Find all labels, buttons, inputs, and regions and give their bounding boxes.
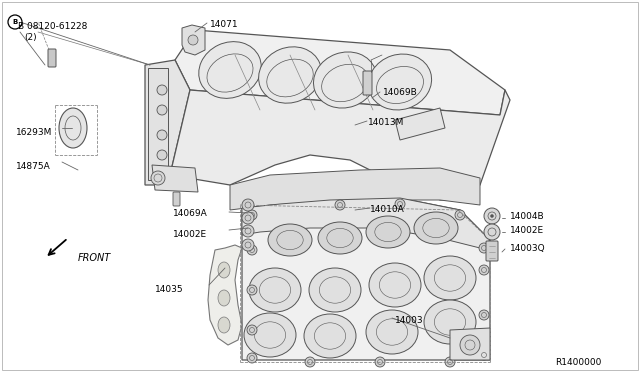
Circle shape	[242, 212, 254, 224]
Circle shape	[395, 199, 405, 209]
Ellipse shape	[249, 268, 301, 312]
Text: 14071: 14071	[210, 20, 239, 29]
Circle shape	[188, 35, 198, 45]
Text: B 08120-61228: B 08120-61228	[18, 22, 88, 31]
Circle shape	[247, 245, 257, 255]
Ellipse shape	[59, 108, 87, 148]
Text: 14875A: 14875A	[16, 162, 51, 171]
Ellipse shape	[259, 47, 321, 103]
Ellipse shape	[369, 263, 421, 307]
Text: 14035: 14035	[155, 285, 184, 294]
Text: 14003: 14003	[395, 316, 424, 325]
Circle shape	[242, 225, 254, 237]
Text: 14069A: 14069A	[173, 209, 208, 218]
Circle shape	[242, 239, 254, 251]
Text: R1400000: R1400000	[555, 358, 602, 367]
Polygon shape	[395, 108, 445, 140]
Ellipse shape	[218, 262, 230, 278]
Text: 14004B: 14004B	[510, 212, 545, 221]
Ellipse shape	[366, 310, 418, 354]
Ellipse shape	[218, 290, 230, 306]
Text: 14069B: 14069B	[383, 88, 418, 97]
Circle shape	[157, 105, 167, 115]
Text: 14013M: 14013M	[368, 118, 404, 127]
Polygon shape	[170, 90, 510, 200]
Circle shape	[455, 210, 465, 220]
Circle shape	[479, 350, 489, 360]
Circle shape	[247, 285, 257, 295]
Circle shape	[305, 357, 315, 367]
Circle shape	[445, 357, 455, 367]
Circle shape	[157, 150, 167, 160]
Ellipse shape	[218, 317, 230, 333]
Polygon shape	[182, 25, 205, 55]
Ellipse shape	[244, 313, 296, 357]
Ellipse shape	[318, 222, 362, 254]
Circle shape	[484, 208, 500, 224]
Polygon shape	[208, 245, 242, 345]
Text: 14002E: 14002E	[510, 226, 544, 235]
Ellipse shape	[314, 52, 376, 108]
Ellipse shape	[309, 268, 361, 312]
Circle shape	[247, 210, 257, 220]
Ellipse shape	[369, 54, 431, 110]
Circle shape	[484, 224, 500, 240]
Polygon shape	[242, 198, 490, 248]
Circle shape	[490, 215, 493, 218]
Ellipse shape	[366, 216, 410, 248]
Polygon shape	[450, 328, 490, 360]
Text: (2): (2)	[24, 33, 36, 42]
Circle shape	[479, 243, 489, 253]
Circle shape	[242, 199, 254, 211]
Circle shape	[479, 265, 489, 275]
Ellipse shape	[414, 212, 458, 244]
Polygon shape	[152, 165, 198, 192]
Text: 14002E: 14002E	[173, 230, 207, 239]
FancyBboxPatch shape	[48, 49, 56, 67]
Circle shape	[247, 325, 257, 335]
Text: 14003Q: 14003Q	[510, 244, 546, 253]
Polygon shape	[242, 198, 490, 360]
Text: 14010A: 14010A	[370, 205, 404, 214]
Polygon shape	[175, 30, 505, 115]
Circle shape	[375, 357, 385, 367]
Circle shape	[157, 130, 167, 140]
Circle shape	[247, 353, 257, 363]
Text: 16293M: 16293M	[16, 128, 52, 137]
Text: B: B	[12, 19, 18, 25]
Ellipse shape	[304, 314, 356, 358]
Circle shape	[151, 171, 165, 185]
FancyBboxPatch shape	[363, 71, 372, 95]
Ellipse shape	[268, 224, 312, 256]
Polygon shape	[145, 60, 190, 185]
Polygon shape	[230, 168, 480, 210]
FancyBboxPatch shape	[173, 192, 180, 206]
Ellipse shape	[424, 256, 476, 300]
Text: FRONT: FRONT	[78, 253, 111, 263]
Circle shape	[8, 15, 22, 29]
Circle shape	[157, 85, 167, 95]
Ellipse shape	[199, 42, 261, 98]
Polygon shape	[148, 68, 168, 180]
Circle shape	[335, 200, 345, 210]
Circle shape	[479, 310, 489, 320]
Ellipse shape	[424, 300, 476, 344]
FancyBboxPatch shape	[486, 241, 498, 261]
Circle shape	[460, 335, 480, 355]
